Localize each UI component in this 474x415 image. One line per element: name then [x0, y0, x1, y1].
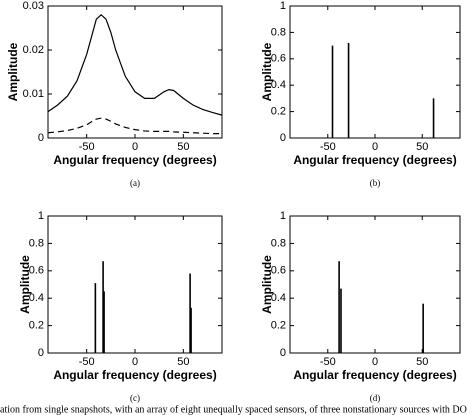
- x-tick-label: -50: [79, 356, 95, 368]
- x-tick-label: 0: [132, 356, 138, 368]
- y-tick-label: 0.2: [271, 320, 286, 332]
- y-tick-label: 1: [280, 210, 286, 222]
- y-tick-label: 0.6: [29, 265, 44, 277]
- panel-label: (b): [370, 178, 381, 188]
- y-tick-label: 0.2: [29, 320, 44, 332]
- panel: -50 0 50 0 0.2 0.4 0.6 0.8 1 Angular frequency (d…: [18, 210, 223, 403]
- y-axis-label: Amplitude: [18, 255, 32, 314]
- y-tick-label: 0.2: [271, 106, 286, 118]
- panel-label: (c): [130, 393, 140, 403]
- x-tick-label: 50: [416, 356, 428, 368]
- x-tick-label: 0: [372, 356, 378, 368]
- y-tick-label: 1: [38, 210, 44, 222]
- y-tick-label: 0: [280, 132, 286, 144]
- x-axis-label: Angular frequency (degrees): [53, 153, 216, 167]
- y-tick-label: 0: [280, 347, 286, 359]
- y-tick-label: 0.03: [23, 0, 44, 12]
- y-tick-label: 1: [280, 0, 286, 12]
- axes-box: [289, 5, 461, 139]
- y-tick-label: 0.02: [23, 44, 44, 56]
- x-tick-label: 50: [177, 356, 189, 368]
- data-line: [47, 13, 223, 116]
- x-tick-label: -50: [320, 356, 336, 368]
- panel-label: (a): [130, 178, 140, 188]
- axes-box: [47, 215, 223, 354]
- panel: -50 0 50 0 0.2 0.4 0.6 0.8 1 Angular frequency (d…: [260, 210, 461, 403]
- caption: ation from single snapshots, with an arr…: [0, 404, 467, 415]
- panel: -50 0 50 0 0.01 0.02 0.03 Angular frequency (de…: [6, 0, 223, 188]
- x-axis-label: Angular frequency (degrees): [293, 153, 456, 167]
- panel: -50 0 50 0 0.2 0.4 0.6 0.8 1 Angular frequency (d…: [260, 0, 461, 188]
- axes-box: [47, 5, 223, 139]
- y-tick-label: 0.8: [271, 237, 286, 249]
- y-axis-label: Amplitude: [260, 42, 274, 101]
- x-tick-label: 0: [132, 141, 138, 153]
- y-tick-label: 0.6: [271, 53, 286, 65]
- x-tick-label: 0: [372, 141, 378, 153]
- x-tick-label: -50: [79, 141, 95, 153]
- x-axis-label: Angular frequency (degrees): [53, 368, 216, 382]
- x-tick-label: 50: [416, 141, 428, 153]
- y-tick-label: 0.6: [271, 265, 286, 277]
- axes-box: [289, 215, 461, 354]
- y-axis-label: Amplitude: [6, 42, 20, 101]
- x-axis-label: Angular frequency (degrees): [293, 368, 456, 382]
- x-tick-label: 50: [177, 141, 189, 153]
- data-line: [47, 117, 222, 135]
- y-tick-label: 0: [38, 347, 44, 359]
- panel-label: (d): [370, 393, 381, 403]
- y-tick-label: 0.4: [29, 292, 44, 304]
- y-tick-label: 0: [38, 132, 44, 144]
- y-tick-label: 0.01: [23, 88, 44, 100]
- y-tick-label: 0.4: [271, 79, 286, 91]
- y-tick-label: 0.4: [271, 292, 286, 304]
- x-tick-label: -50: [320, 141, 336, 153]
- y-tick-label: 0.8: [29, 237, 44, 249]
- y-axis-label: Amplitude: [260, 255, 274, 314]
- y-tick-label: 0.8: [271, 26, 286, 38]
